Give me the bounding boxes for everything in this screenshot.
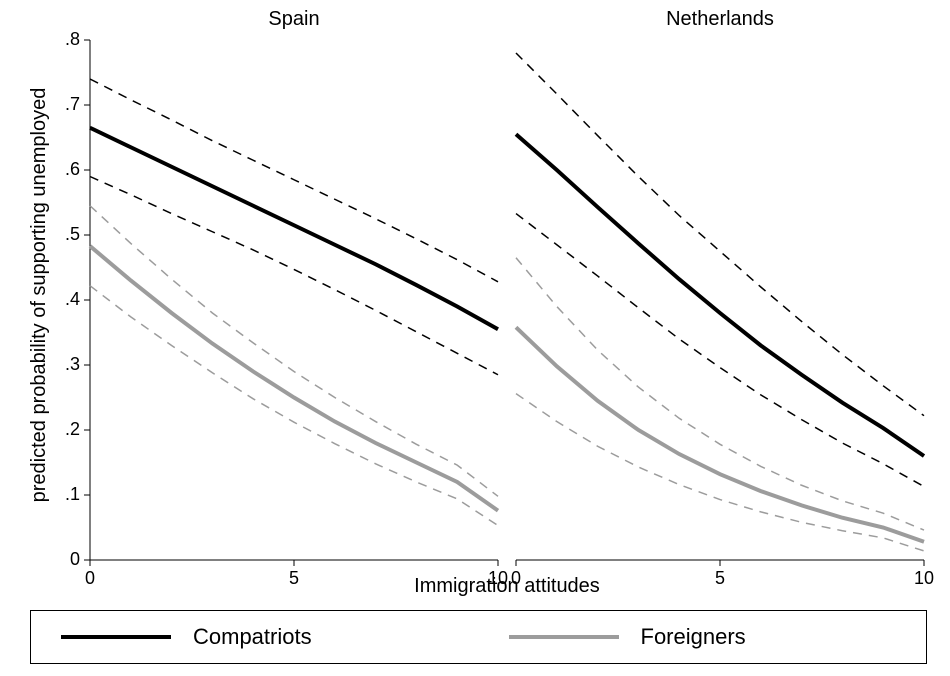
compatriots-ci-lower	[516, 214, 924, 487]
legend-item: Compatriots	[31, 624, 479, 650]
y-tick-label: .5	[65, 224, 80, 245]
y-tick-label: .7	[65, 94, 80, 115]
y-tick-label: .6	[65, 159, 80, 180]
compatriots-ci-lower	[90, 177, 498, 375]
figure: predicted probability of supporting unem…	[0, 0, 950, 676]
y-tick-label: .8	[65, 29, 80, 50]
y-tick-label: .4	[65, 289, 80, 310]
x-axis-label-text: Immigration attitudes	[414, 575, 600, 597]
x-axis-label: Immigration attitudes	[90, 575, 924, 598]
foreigners-line	[90, 246, 498, 511]
compatriots-line	[516, 134, 924, 456]
y-axis-label: predicted probability of supporting unem…	[28, 35, 51, 555]
y-tick-label: .1	[65, 484, 80, 505]
foreigners-ci-upper	[516, 258, 924, 530]
legend-label: Foreigners	[641, 624, 746, 650]
legend-item: Foreigners	[479, 624, 927, 650]
legend: Compatriots Foreigners	[30, 610, 927, 664]
compatriots-line	[90, 128, 498, 330]
legend-swatch	[61, 635, 171, 639]
foreigners-ci-lower	[516, 394, 924, 551]
y-axis-label-text: predicted probability of supporting unem…	[28, 88, 50, 503]
y-tick-label: .2	[65, 419, 80, 440]
panel-title: Netherlands	[516, 8, 924, 31]
compatriots-ci-upper	[90, 79, 498, 282]
legend-swatch	[509, 635, 619, 639]
foreigners-ci-upper	[90, 206, 498, 497]
foreigners-ci-lower	[90, 286, 498, 526]
y-tick-label: .3	[65, 354, 80, 375]
foreigners-line	[516, 327, 924, 542]
legend-label: Compatriots	[193, 624, 312, 650]
panel-title: Spain	[90, 8, 498, 31]
compatriots-ci-upper	[516, 53, 924, 416]
